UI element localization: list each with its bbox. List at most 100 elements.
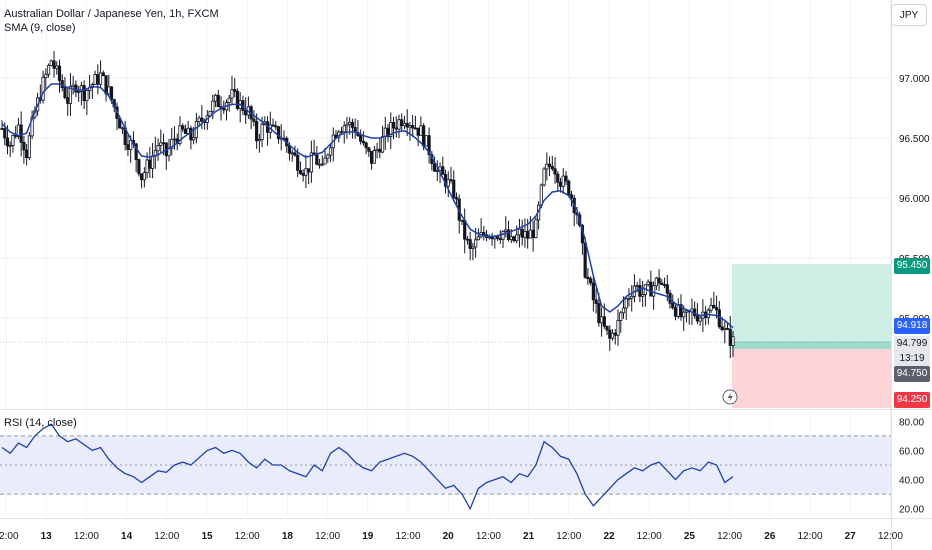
candle-body <box>402 122 407 127</box>
candle-body <box>561 175 565 187</box>
candle <box>413 115 418 130</box>
candle-body <box>140 173 144 181</box>
candle-body <box>25 149 29 159</box>
candle-body <box>126 144 130 150</box>
candle <box>619 310 623 333</box>
candle-body <box>512 236 516 242</box>
candle-body <box>328 147 333 156</box>
candle <box>55 61 59 75</box>
candle-body <box>350 121 355 128</box>
candle <box>350 118 355 139</box>
candle-body <box>635 285 639 287</box>
candle <box>561 168 565 194</box>
candle <box>44 68 48 89</box>
candle <box>435 160 439 182</box>
candle-body <box>252 118 256 122</box>
sma-series <box>1 83 734 329</box>
long-position-tool[interactable] <box>0 264 891 408</box>
x-tick-label: 12:00 <box>235 531 260 542</box>
candle-body <box>405 122 409 128</box>
candle <box>638 278 642 303</box>
x-tick-label: 22 <box>603 531 615 542</box>
candle <box>96 64 100 95</box>
rsi-pane[interactable] <box>0 423 891 511</box>
candle-body <box>309 152 313 173</box>
candle <box>213 93 218 107</box>
x-tick-label: 12:00 <box>717 531 742 542</box>
candle <box>216 89 220 108</box>
candle-body <box>613 332 617 336</box>
candle-body <box>517 228 522 236</box>
candle-body <box>646 281 650 286</box>
sma-line <box>1 83 734 329</box>
x-tick-label: 12:00 <box>637 531 662 542</box>
x-tick-label: 15 <box>201 531 213 542</box>
candle <box>181 123 185 132</box>
candle-body <box>63 87 67 99</box>
candle <box>309 140 313 183</box>
candle-body <box>307 168 311 173</box>
candle-body <box>468 239 472 249</box>
candle-body <box>317 163 322 166</box>
candle <box>52 51 56 78</box>
candle-body <box>161 142 166 145</box>
candle <box>731 331 735 357</box>
candle <box>613 328 617 345</box>
rsi-tick-label: 60.00 <box>899 446 924 457</box>
candle-body <box>545 163 549 170</box>
candle-body <box>57 65 62 81</box>
candle <box>610 329 615 341</box>
candle-body <box>339 131 344 134</box>
candle <box>572 194 576 227</box>
candle-body <box>424 135 428 147</box>
candle <box>25 143 29 166</box>
candle <box>249 104 253 130</box>
candle-body <box>290 152 294 155</box>
candle <box>77 85 81 102</box>
x-tick-label: 13 <box>41 531 53 542</box>
sma-price-tag: 94.918 <box>894 318 930 334</box>
candle <box>506 220 511 242</box>
symbol-legend[interactable]: Australian Dollar / Japanese Yen, 1h, FX… <box>4 8 219 20</box>
sma-legend[interactable]: SMA (9, close) <box>4 22 76 34</box>
x-tick-label: 12:00 <box>74 531 99 542</box>
x-tick-label: 19 <box>362 531 374 542</box>
candle <box>463 208 467 254</box>
alert-marker[interactable] <box>722 389 738 405</box>
candle <box>589 276 593 286</box>
x-tick-label: 25 <box>684 531 696 542</box>
candle-body <box>170 138 174 149</box>
candle-body <box>599 316 604 324</box>
candle <box>534 216 538 239</box>
candle-body <box>0 127 4 130</box>
candle-body <box>257 139 261 142</box>
candle <box>235 88 240 111</box>
candle-body <box>463 220 467 240</box>
currency-button[interactable]: JPY <box>891 4 927 26</box>
candle <box>328 144 333 163</box>
candle <box>137 158 141 177</box>
candle-body <box>714 307 719 311</box>
rsi-legend[interactable]: RSI (14, close) <box>4 417 77 429</box>
candle-body <box>271 124 275 127</box>
candle-body <box>534 219 538 238</box>
candle-body <box>654 277 658 287</box>
candle <box>11 134 15 153</box>
candle-body <box>679 304 683 318</box>
candle <box>200 105 204 130</box>
candle <box>676 298 680 319</box>
candle-body <box>441 166 445 175</box>
candle-body <box>624 298 628 309</box>
candle-body <box>364 142 368 149</box>
candle-body <box>389 121 393 137</box>
candle-body <box>104 75 108 95</box>
candle-body <box>145 159 149 174</box>
candle-body <box>602 316 606 327</box>
candle <box>411 115 415 138</box>
candle <box>564 171 568 186</box>
candle <box>186 120 190 135</box>
candle <box>482 226 486 241</box>
candle-body <box>5 137 10 147</box>
